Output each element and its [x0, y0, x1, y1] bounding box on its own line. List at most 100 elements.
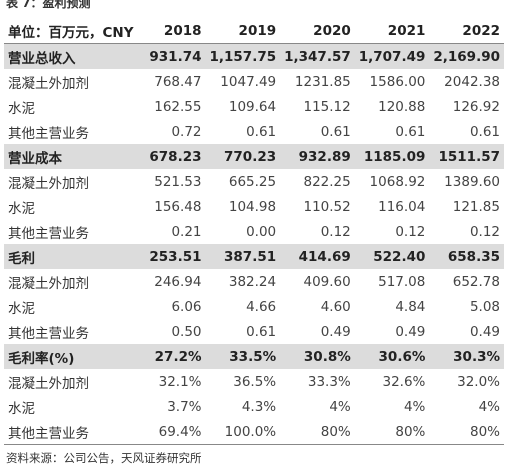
row-label: 其他主营业务 — [8, 225, 89, 242]
cell-value: 3.7% — [167, 398, 202, 415]
cell-value: 382.24 — [228, 273, 277, 290]
cell-value: 2042.38 — [444, 73, 500, 90]
cell-value: 0.12 — [395, 223, 426, 240]
cell-value: 770.23 — [205, 144, 281, 169]
cell-value: 33.5% — [205, 344, 281, 369]
cell-value: 30.6% — [354, 344, 430, 369]
item-row: 混凝土外加剂 521.53 665.25 822.25 1068.92 1389.60 — [4, 169, 504, 194]
row-label: 水泥 — [8, 100, 35, 117]
item-row: 混凝土外加剂 246.94 382.24 409.60 517.08 652.78 — [4, 269, 504, 294]
cell-value: 80% — [354, 419, 430, 445]
table-title: 表 7：盈利预测 — [6, 0, 91, 10]
header-row: 单位：百万元，CNY 2018 2019 2020 2021 2022 — [4, 18, 504, 44]
cell-value: 387.51 — [205, 244, 281, 269]
year-header: 2021 — [354, 18, 430, 44]
source-note: 资料来源：公司公告，天风证券研究所 — [6, 451, 202, 465]
cell-value: 0.12 — [320, 223, 351, 240]
item-row: 其他主营业务 0.21 0.00 0.12 0.12 0.12 — [4, 219, 504, 244]
item-row: 混凝土外加剂 768.47 1047.49 1231.85 1586.00 2042.38 — [4, 69, 504, 94]
cell-value: 1511.57 — [429, 144, 504, 169]
row-label: 混凝土外加剂 — [8, 175, 89, 192]
row-label: 混凝土外加剂 — [8, 275, 89, 292]
cell-value: 33.3% — [307, 373, 351, 390]
cell-value: 932.89 — [280, 144, 355, 169]
cell-value: 116.04 — [378, 198, 426, 215]
cell-value: 522.40 — [354, 244, 430, 269]
cell-value: 4.3% — [241, 398, 277, 415]
cell-value: 0.00 — [246, 223, 277, 240]
year-header: 2019 — [205, 18, 281, 44]
row-label: 水泥 — [8, 300, 35, 317]
cell-value: 0.49 — [469, 323, 500, 340]
cell-value: 658.35 — [429, 244, 504, 269]
cell-value: 162.55 — [154, 98, 202, 115]
row-label: 其他主营业务 — [4, 419, 146, 445]
cell-value: 0.72 — [171, 123, 202, 140]
table-body: 营业总收入 931.74 1,157.75 1,347.57 1,707.49 2,169… — [4, 43, 504, 445]
row-label: 毛利 — [4, 244, 146, 269]
cell-value: 80% — [280, 419, 355, 445]
cell-value: 0.61 — [246, 123, 277, 140]
cell-value: 1586.00 — [369, 73, 426, 90]
cell-value: 0.61 — [469, 123, 500, 140]
cell-value: 80% — [429, 419, 504, 445]
cell-value: 2,169.90 — [429, 43, 504, 69]
section-row: 营业总收入 931.74 1,157.75 1,347.57 1,707.49 2,169… — [4, 43, 504, 69]
cell-value: 109.64 — [228, 98, 277, 115]
item-row: 水泥 3.7% 4.3% 4% 4% 4% — [4, 394, 504, 419]
cell-value: 30.8% — [280, 344, 355, 369]
cell-value: 822.25 — [303, 173, 351, 190]
cell-value: 0.49 — [395, 323, 426, 340]
cell-value: 652.78 — [452, 273, 500, 290]
row-label: 营业成本 — [4, 144, 146, 169]
row-label: 毛利率(%) — [4, 344, 146, 369]
cell-value: 0.49 — [320, 323, 351, 340]
cell-value: 931.74 — [145, 43, 206, 69]
cell-value: 4.84 — [395, 298, 426, 315]
cell-value: 0.12 — [469, 223, 500, 240]
cell-value: 1047.49 — [220, 73, 277, 90]
cell-value: 32.1% — [158, 373, 202, 390]
cell-value: 1,707.49 — [354, 43, 430, 69]
cell-value: 156.48 — [154, 198, 202, 215]
cell-value: 4.66 — [246, 298, 277, 315]
cell-value: 36.5% — [233, 373, 277, 390]
cell-value: 409.60 — [303, 273, 351, 290]
cell-value: 414.69 — [280, 244, 355, 269]
item-row: 混凝土外加剂 32.1% 36.5% 33.3% 32.6% 32.0% — [4, 369, 504, 394]
year-header: 2022 — [429, 18, 504, 44]
cell-value: 5.08 — [469, 298, 500, 315]
cell-value: 121.85 — [452, 198, 500, 215]
cell-value: 665.25 — [228, 173, 277, 190]
cell-value: 0.50 — [171, 323, 202, 340]
cell-value: 32.6% — [382, 373, 426, 390]
cell-value: 253.51 — [145, 244, 206, 269]
cell-value: 104.98 — [228, 198, 277, 215]
cell-value: 4.60 — [320, 298, 351, 315]
cell-value: 126.92 — [452, 98, 500, 115]
cell-value: 110.52 — [303, 198, 351, 215]
row-label: 水泥 — [8, 400, 35, 417]
item-row: 其他主营业务 0.72 0.61 0.61 0.61 0.61 — [4, 119, 504, 144]
row-label: 混凝土外加剂 — [8, 375, 89, 392]
cell-value: 517.08 — [378, 273, 426, 290]
cell-value: 0.21 — [171, 223, 202, 240]
year-header: 2018 — [145, 18, 206, 44]
cell-value: 4% — [478, 398, 500, 415]
row-label: 营业总收入 — [4, 43, 146, 69]
cell-value: 4% — [329, 398, 351, 415]
cell-value: 0.61 — [320, 123, 351, 140]
cell-value: 0.61 — [395, 123, 426, 140]
cell-value: 1,347.57 — [280, 43, 355, 69]
cell-value: 69.4% — [145, 419, 206, 445]
cell-value: 120.88 — [378, 98, 426, 115]
item-row: 水泥 156.48 104.98 110.52 116.04 121.85 — [4, 194, 504, 219]
profit-forecast-table: 单位：百万元，CNY 2018 2019 2020 2021 2022 营业总收入 931.… — [4, 18, 504, 445]
item-row: 其他主营业务 0.50 0.61 0.49 0.49 0.49 — [4, 319, 504, 344]
cell-value: 100.0% — [205, 419, 281, 445]
unit-header: 单位：百万元，CNY — [4, 18, 146, 44]
cell-value: 4% — [403, 398, 426, 415]
section-row: 毛利率(%) 27.2% 33.5% 30.8% 30.6% 30.3% — [4, 344, 504, 369]
cell-value: 1,157.75 — [205, 43, 281, 69]
